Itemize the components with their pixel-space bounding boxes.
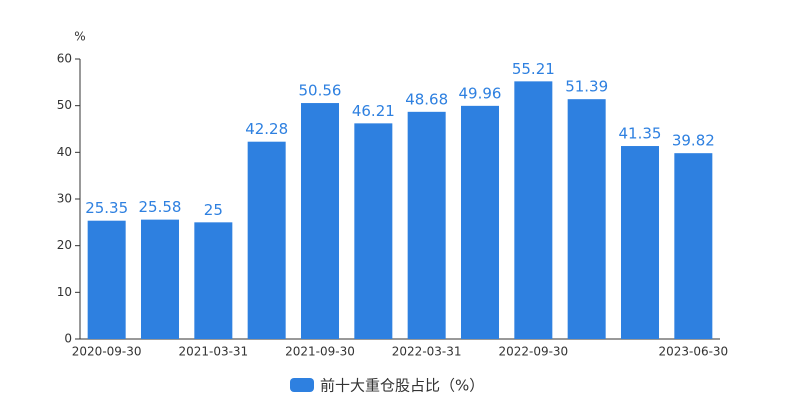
value-label: 39.82 (672, 132, 715, 150)
bar (354, 123, 393, 339)
bar (621, 146, 659, 339)
bar (407, 111, 446, 340)
value-label: 51.39 (565, 78, 608, 96)
value-label: 42.28 (245, 120, 288, 138)
y-unit: % (74, 30, 85, 44)
x-tick-label: 2022-09-30 (498, 345, 568, 359)
y-tick-label: 20 (57, 238, 72, 252)
value-label: 50.56 (299, 82, 342, 100)
value-label: 49.96 (459, 84, 502, 102)
value-label: 48.68 (405, 90, 448, 108)
bar (141, 219, 179, 339)
bar (514, 81, 553, 339)
value-label: 46.21 (352, 102, 395, 120)
bar (567, 99, 606, 340)
bar (247, 141, 286, 339)
x-tick-label: 2023-06-30 (658, 345, 728, 359)
value-label: 41.35 (619, 125, 662, 143)
bar (87, 220, 126, 339)
bar (194, 222, 233, 339)
y-tick-label: 30 (57, 192, 72, 206)
legend-label: 前十大重仓股占比（%） (320, 377, 484, 395)
value-label: 55.21 (512, 60, 555, 78)
x-tick-label: 2020-09-30 (72, 345, 142, 359)
x-tick-label: 2021-03-31 (178, 345, 248, 359)
value-label: 25.35 (85, 199, 128, 217)
value-label: 25.58 (139, 198, 182, 216)
bar (301, 103, 339, 339)
legend-swatch (290, 378, 314, 392)
bar (461, 105, 499, 339)
bar (674, 153, 713, 339)
value-label: 25 (204, 201, 223, 219)
x-tick-label: 2022-03-31 (392, 345, 462, 359)
y-tick-label: 60 (57, 52, 72, 66)
y-tick-label: 0 (64, 332, 72, 346)
y-tick-label: 50 (57, 98, 72, 112)
y-tick-label: 10 (57, 285, 72, 299)
y-tick-label: 40 (57, 145, 72, 159)
x-tick-label: 2021-09-30 (285, 345, 355, 359)
